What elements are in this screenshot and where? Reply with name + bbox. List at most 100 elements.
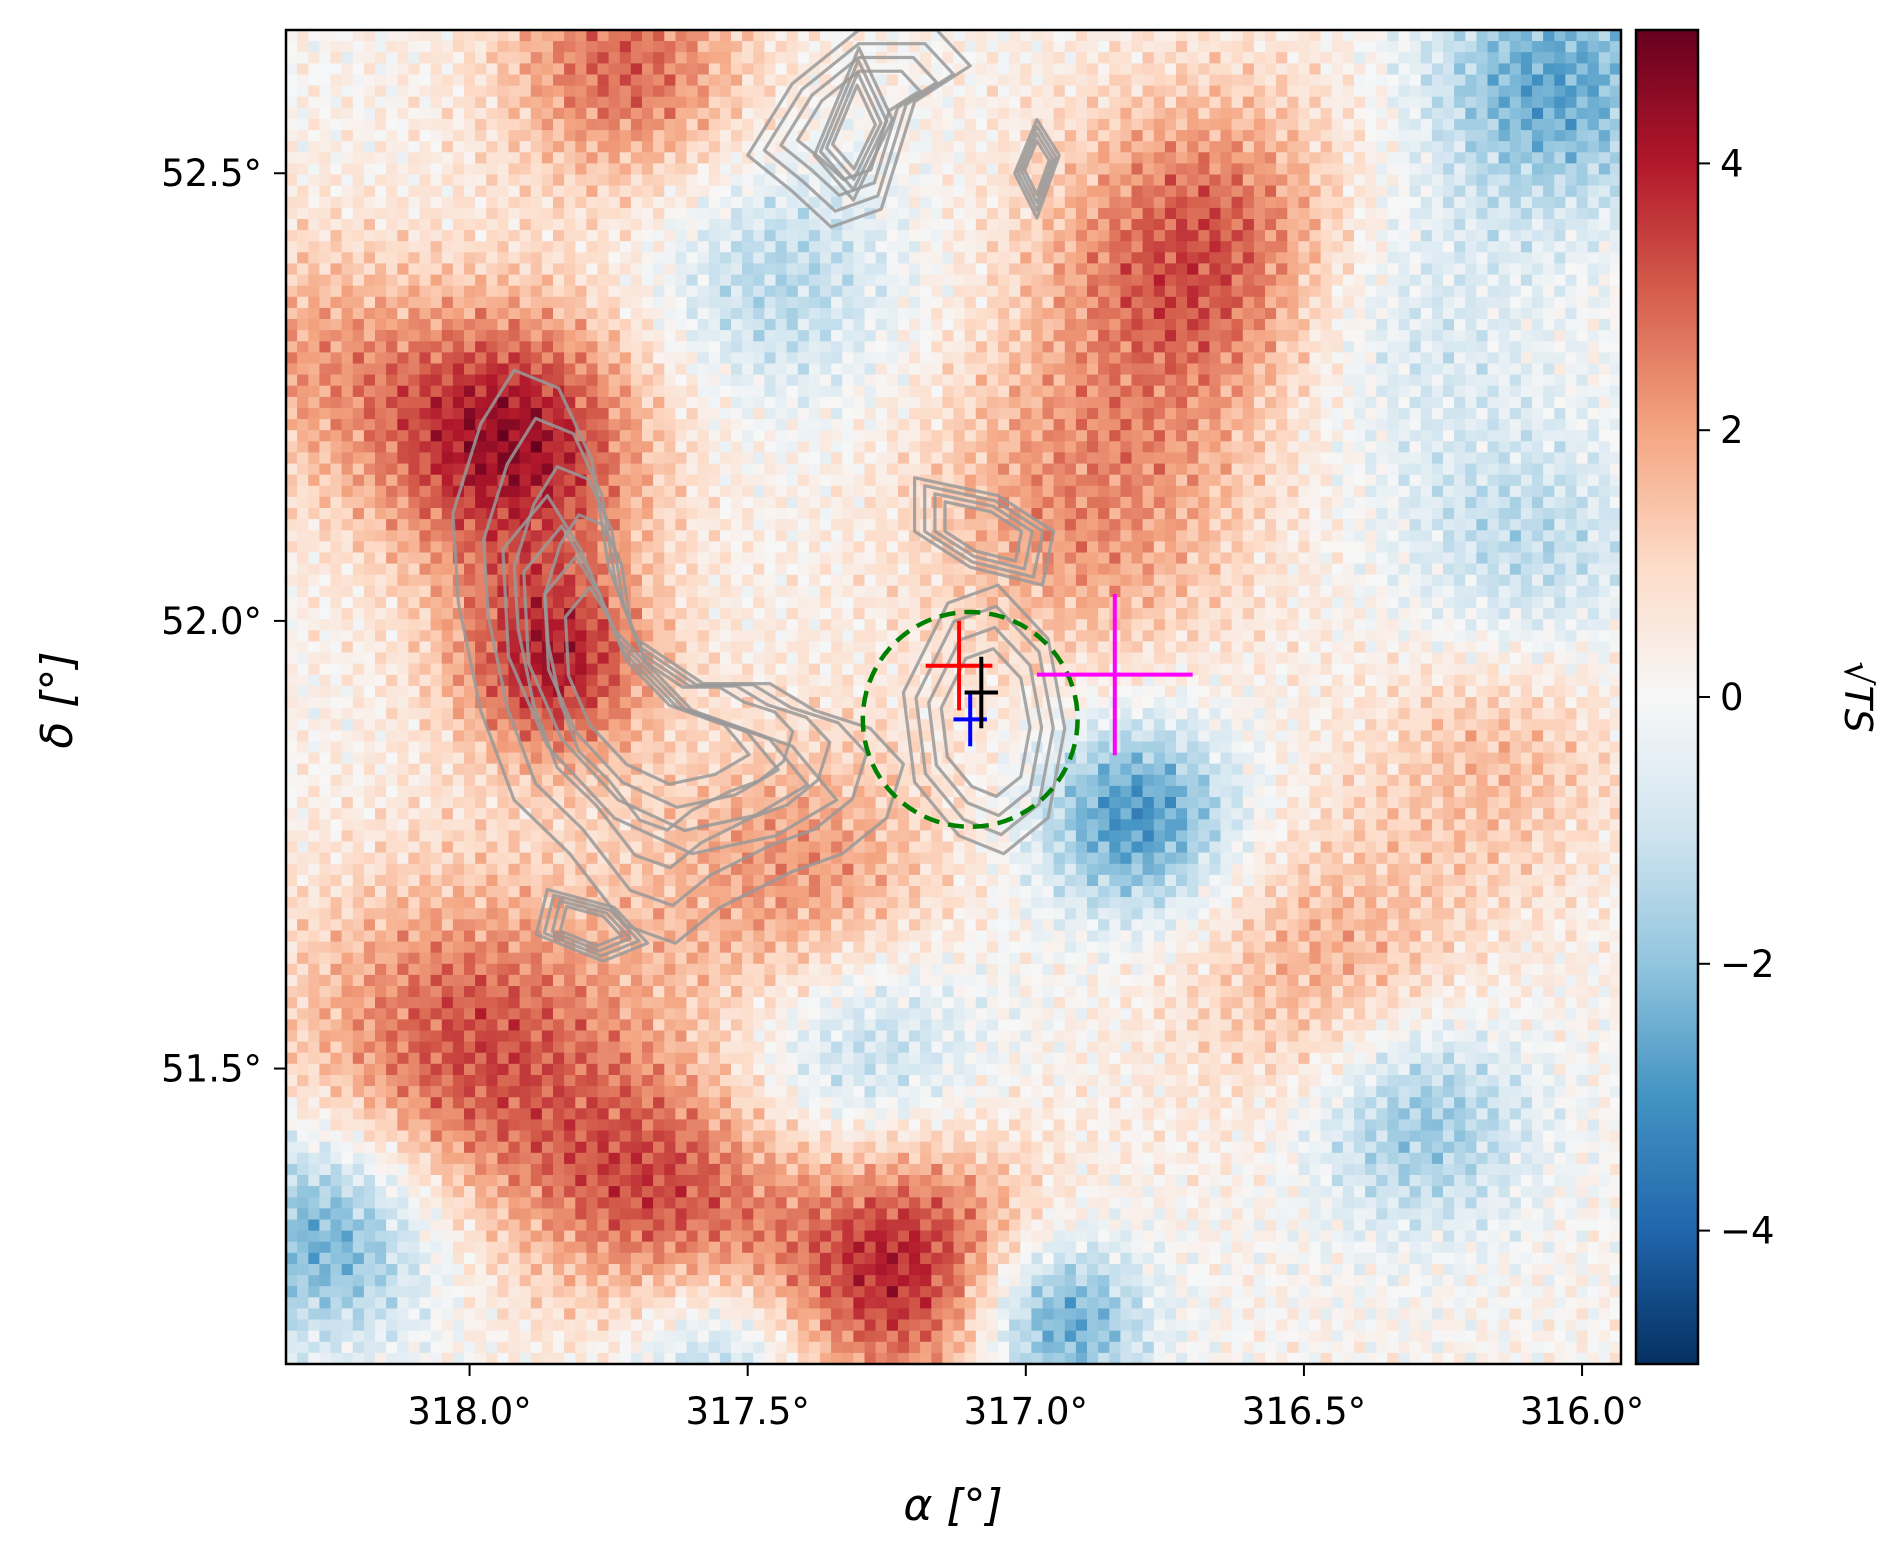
heatmap-cell: [1276, 352, 1288, 365]
heatmap-cell: [1053, 374, 1066, 387]
heatmap-cell: [897, 319, 910, 331]
heatmap-cell: [508, 241, 521, 253]
heatmap-cell: [1409, 307, 1422, 320]
heatmap-cell: [464, 352, 476, 365]
heatmap-cell: [352, 352, 365, 365]
heatmap-cell: [753, 118, 766, 131]
heatmap-cell: [1020, 207, 1033, 220]
heatmap-cell: [953, 296, 966, 309]
heatmap-cell: [319, 485, 332, 498]
heatmap-cell: [352, 296, 365, 309]
heatmap-cell: [1153, 363, 1166, 376]
heatmap-cell: [953, 41, 966, 53]
heatmap-cell: [553, 363, 565, 376]
heatmap-cell: [753, 219, 766, 231]
heatmap-cell: [953, 174, 966, 187]
heatmap-cell: [319, 341, 332, 354]
heatmap-cell: [942, 341, 955, 354]
heatmap-cell: [1187, 341, 1199, 354]
heatmap-cell: [330, 130, 343, 142]
heatmap-cell: [541, 307, 554, 320]
heatmap-cell: [497, 41, 510, 53]
heatmap-cell: [675, 207, 688, 220]
heatmap-cell: [497, 163, 510, 176]
heatmap-cell: [397, 274, 410, 287]
heatmap-cell: [1587, 107, 1600, 120]
heatmap-cell: [1153, 52, 1166, 64]
heatmap-cell: [1587, 341, 1600, 354]
heatmap-cell: [575, 118, 588, 131]
heatmap-cell: [508, 63, 521, 76]
heatmap-cell: [475, 152, 487, 165]
heatmap-cell: [1087, 441, 1099, 454]
heatmap-cell: [1609, 152, 1621, 165]
heatmap-cell: [675, 274, 688, 287]
heatmap-cell: [764, 107, 777, 120]
heatmap-cell: [408, 319, 421, 331]
heatmap-cell: [1509, 85, 1522, 98]
heatmap-cell: [508, 330, 521, 342]
heatmap-cell: [1398, 30, 1411, 42]
heatmap-cell: [731, 374, 743, 387]
heatmap-cell: [1020, 196, 1033, 209]
heatmap-cell: [1120, 207, 1133, 220]
heatmap-cell: [1009, 30, 1021, 42]
heatmap-cell: [642, 307, 654, 320]
heatmap-cell: [464, 330, 476, 342]
heatmap-cell: [1342, 285, 1355, 298]
heatmap-cell: [1164, 363, 1177, 376]
heatmap-cell: [1153, 408, 1166, 420]
heatmap-cell: [1420, 196, 1433, 209]
heatmap-cell: [742, 207, 754, 220]
heatmap-cell: [1487, 452, 1500, 465]
heatmap-cell: [1365, 30, 1377, 42]
heatmap-cell: [1253, 274, 1266, 287]
heatmap-cell: [1565, 230, 1578, 242]
heatmap-cell: [475, 174, 487, 187]
heatmap-cell: [530, 474, 543, 487]
heatmap-cell: [1398, 385, 1411, 398]
heatmap-cell: [1176, 196, 1188, 209]
heatmap-cell: [1554, 63, 1567, 76]
heatmap-cell: [1287, 107, 1300, 120]
heatmap-cell: [1164, 219, 1177, 231]
heatmap-cell: [297, 219, 309, 231]
heatmap-cell: [764, 263, 777, 276]
heatmap-cell: [1276, 463, 1288, 476]
heatmap-cell: [686, 307, 699, 320]
heatmap-cell: [553, 307, 565, 320]
heatmap-cell: [886, 285, 899, 298]
heatmap-cell: [986, 74, 999, 87]
heatmap-cell: [630, 296, 643, 309]
heatmap-cell: [1576, 474, 1589, 487]
heatmap-cell: [330, 396, 343, 409]
heatmap-cell: [742, 74, 754, 87]
heatmap-cell: [1398, 118, 1411, 131]
heatmap-cell: [1431, 296, 1444, 309]
heatmap-cell: [1354, 396, 1366, 409]
heatmap-cell: [363, 52, 376, 64]
heatmap-cell: [386, 274, 398, 287]
heatmap-cell: [1543, 85, 1555, 98]
heatmap-cell: [1198, 441, 1211, 454]
heatmap-cell: [1009, 430, 1021, 442]
heatmap-cell: [1587, 474, 1600, 487]
heatmap-cell: [564, 130, 576, 142]
heatmap-cell: [1598, 96, 1611, 109]
heatmap-cell: [1142, 252, 1155, 265]
heatmap-cell: [719, 174, 732, 187]
heatmap-cell: [575, 319, 588, 331]
heatmap-cell: [1075, 241, 1088, 253]
heatmap-cell: [998, 41, 1010, 53]
heatmap-cell: [486, 363, 499, 376]
heatmap-cell: [619, 285, 632, 298]
heatmap-cell: [975, 296, 988, 309]
heatmap-cell: [408, 363, 421, 376]
heatmap-cell: [653, 274, 665, 287]
heatmap-cell: [1320, 352, 1333, 365]
heatmap-cell: [286, 307, 298, 320]
heatmap-cell: [1220, 163, 1233, 176]
heatmap-cell: [486, 452, 499, 465]
heatmap-cell: [397, 341, 410, 354]
heatmap-cell: [341, 163, 354, 176]
